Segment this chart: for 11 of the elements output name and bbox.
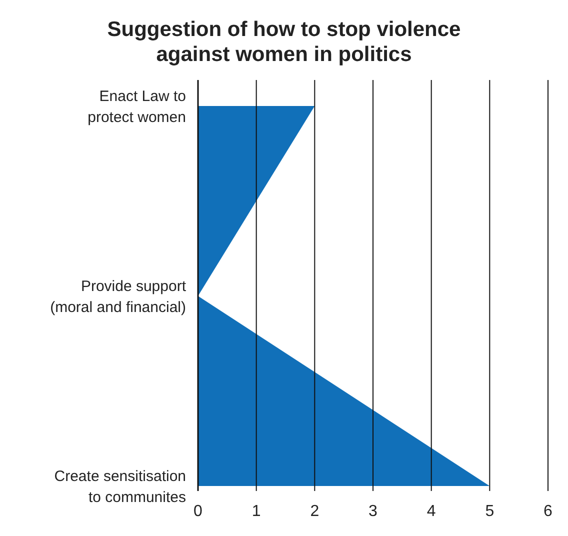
x-tick-label: 4 (426, 503, 436, 520)
x-tick-label: 2 (310, 503, 320, 520)
y-tick-label: Create sensitisation to communites (54, 468, 186, 506)
y-tick-label: Provide support (moral and financial) (50, 278, 187, 316)
x-tick-label: 5 (485, 503, 494, 520)
chart-title: Suggestion of how to stop violence against women in politics (107, 18, 461, 66)
x-tick-label: 3 (368, 503, 378, 520)
x-tick-label: 6 (544, 503, 553, 520)
y-tick-label: Enact Law to protect women (88, 88, 186, 126)
x-tick-label: 0 (194, 503, 203, 520)
x-tick-label: 1 (252, 503, 261, 520)
